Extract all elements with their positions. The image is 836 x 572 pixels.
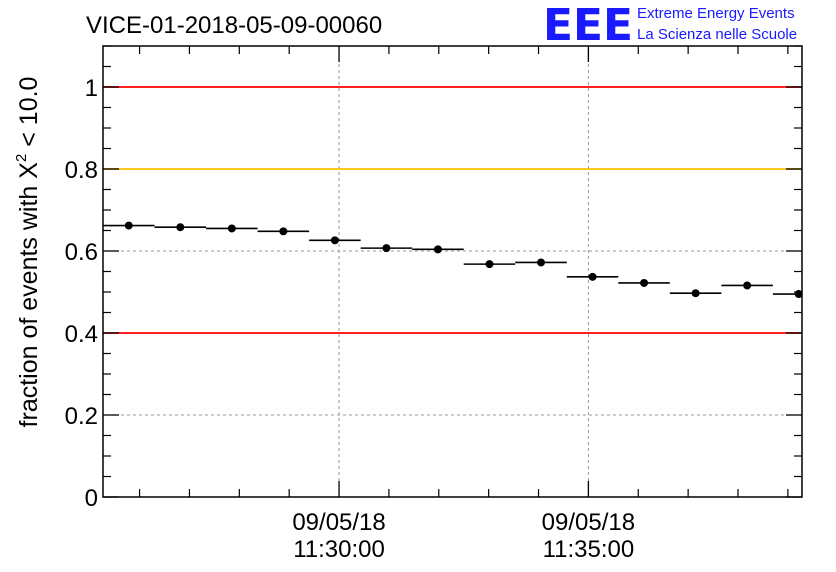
data-point [588,272,597,281]
y-tick-label: 0.6 [65,239,98,266]
chart-title: VICE-01-2018-05-09-00060 [86,12,382,39]
logo-line-2: La Scienza nelle Scuole [637,26,797,43]
y-tick-label: 0.4 [65,321,98,348]
eee-logo: EEE Extreme Energy Events La Scienza nel… [543,0,797,51]
x-tick-label-date: 09/05/18 [542,509,635,536]
tick-labels: 00.20.40.60.8109/05/1811:30:0009/05/1811… [65,75,635,563]
logo-line-1: Extreme Energy Events [637,5,795,22]
data-point [279,227,288,236]
data-point [743,281,752,290]
y-tick-label: 0.8 [65,157,98,184]
data-point [382,244,391,253]
reference-lines [103,86,802,334]
y-axis-title: fraction of events with X2 < 10.0 [13,77,43,428]
data-point [485,260,494,269]
y-tick-label: 1 [85,75,98,102]
logo-mark: EEE [543,0,633,51]
grid [103,46,802,497]
data-point [691,289,700,298]
y-tick-label: 0.2 [65,403,98,430]
data-point [330,236,339,245]
y-tick-label: 0 [85,485,98,512]
data-point [433,245,442,254]
axis-ticks [103,45,802,498]
x-tick-label-time: 11:30:00 [293,536,385,563]
x-tick-label-time: 11:35:00 [543,536,635,563]
data-point [124,221,133,230]
plot-frame [102,45,803,498]
data-point [227,224,236,233]
x-tick-label-date: 09/05/18 [292,509,385,536]
data-point [640,278,649,287]
data-point [176,223,185,232]
data-series [103,221,803,299]
data-point [537,258,546,267]
